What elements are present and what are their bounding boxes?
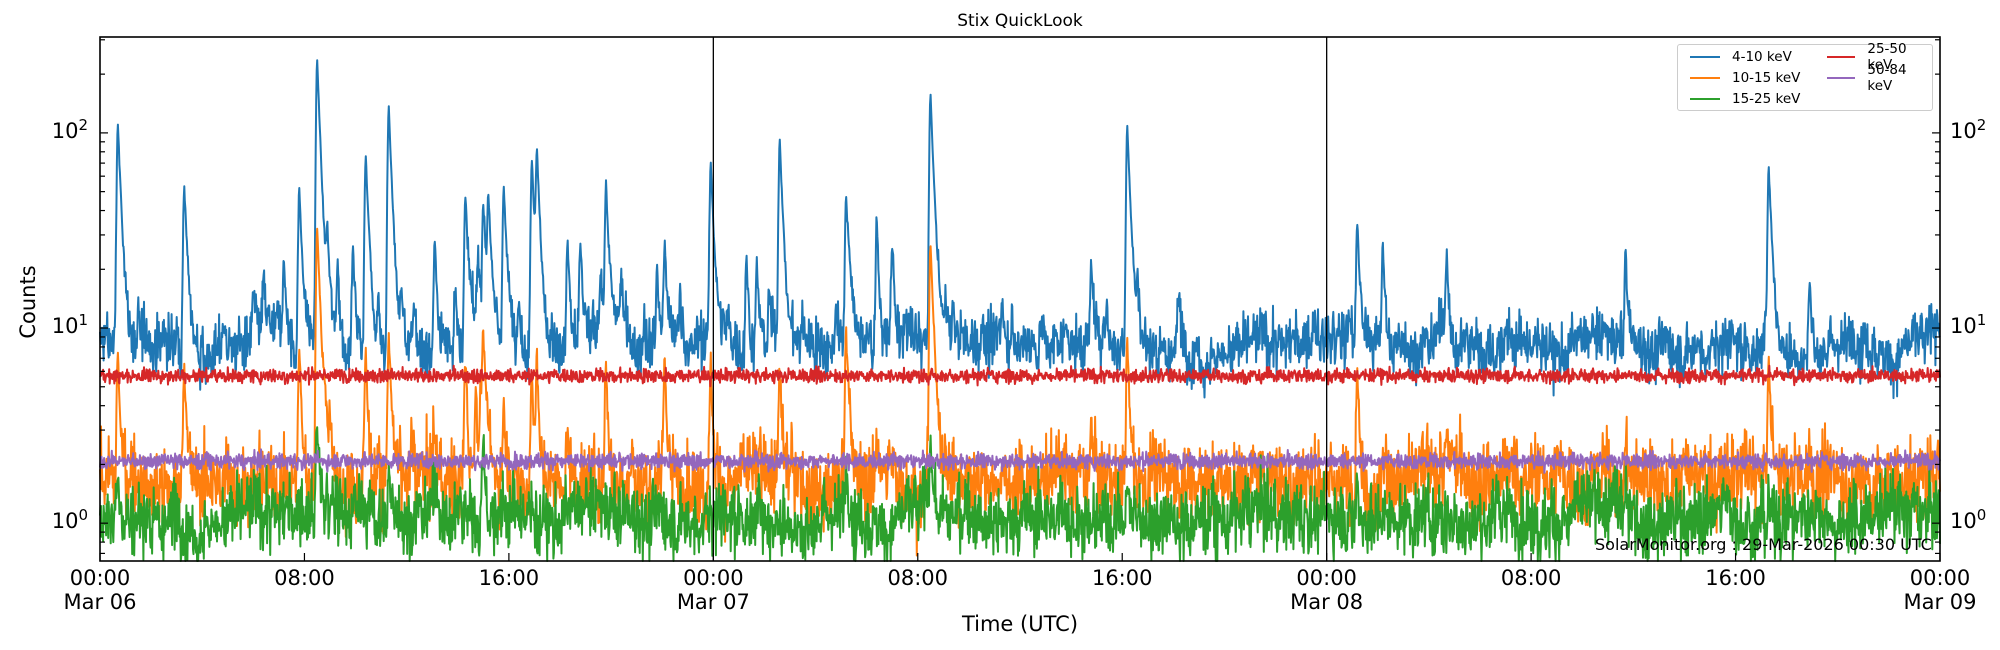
y-axis-label: Counts — [16, 265, 40, 339]
series-line-50-84kev — [99, 448, 1941, 474]
watermark-text: SolarMonitor.org : 29-Mar-2026 00:30 UTC — [1595, 535, 1932, 554]
y-tick-label: 102 — [51, 115, 88, 143]
legend-label: 25-50 keV — [1867, 41, 1907, 73]
day-dividers — [712, 37, 1328, 561]
legend-swatch — [1690, 77, 1720, 79]
chart-title: Stix QuickLook — [957, 11, 1083, 31]
legend-swatch — [1690, 98, 1720, 100]
legend-item-15-25kev: 15-25 keV — [1690, 90, 1800, 108]
x-tick-label: 08:00 — [887, 566, 949, 590]
y-tick-label: 101 — [1950, 311, 1987, 339]
x-tick-label: 16:00 — [1091, 566, 1153, 590]
legend-swatch — [1827, 56, 1856, 58]
legend-label: 10-15 keV — [1732, 70, 1801, 86]
x-tick-label: 00:00 Mar 06 — [63, 566, 137, 614]
series-layer — [99, 59, 1941, 562]
y-tick-label: 102 — [1950, 115, 1987, 143]
series-line-4-10kev — [99, 59, 1941, 400]
x-tick-label: 08:00 — [274, 566, 335, 590]
series-line-10-15kev — [99, 227, 1941, 557]
series-line-25-50kev — [99, 364, 1941, 388]
y-tick-label: 100 — [51, 506, 88, 534]
legend-label: 15-25 keV — [1732, 91, 1801, 107]
x-axis-label: Time (UTC) — [961, 612, 1079, 636]
legend: 4-10 keV 10-15 keV 15-25 keV 25-50 keV 5… — [1677, 41, 1933, 111]
x-tick-label: 00:00 Mar 08 — [1290, 566, 1364, 614]
x-tick-label: 08:00 — [1500, 566, 1562, 590]
series-line-15-25kev — [99, 426, 1941, 562]
legend-item-25-50kev: 25-50 keV — [1827, 41, 1932, 73]
y-tick-label: 100 — [1950, 506, 1987, 534]
x-tick-label: 16:00 — [1705, 566, 1766, 590]
legend-label: 4-10 keV — [1732, 49, 1792, 65]
legend-swatch — [1690, 56, 1720, 58]
legend-item-50-84kev: 50-84 keV — [1827, 62, 1932, 94]
legend-label: 50-84 keV — [1867, 62, 1907, 94]
legend-swatch — [1827, 77, 1856, 79]
axes-frame — [99, 36, 1941, 562]
x-tick-label: 00:00 Mar 07 — [676, 566, 750, 614]
legend-item-10-15kev: 10-15 keV — [1690, 69, 1800, 87]
x-tick-label: 16:00 — [478, 566, 540, 590]
legend-item-4-10kev: 4-10 keV — [1690, 48, 1792, 66]
x-tick-label: 00:00 Mar 09 — [1903, 566, 1977, 614]
y-tick-label: 101 — [51, 311, 88, 339]
axis-ticks — [99, 39, 1941, 561]
